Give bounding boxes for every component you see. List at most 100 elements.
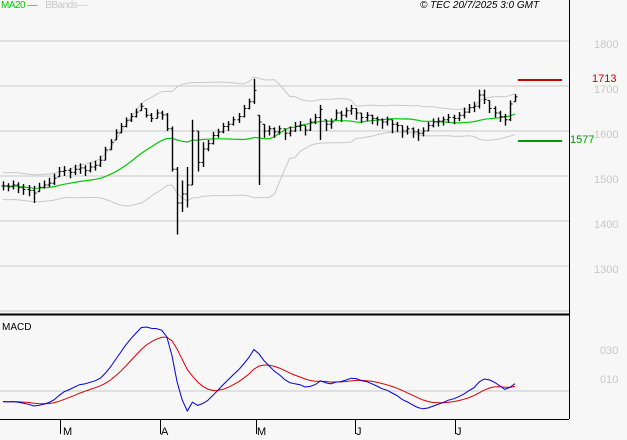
ohlc-bar [498,110,503,122]
ohlc-bar [503,113,508,126]
ohlc-bar [467,104,472,113]
ohlc-bar [385,116,390,126]
ohlc-bar [339,110,344,122]
ohlc-bar [334,109,339,121]
ohlc-bar [472,101,477,113]
ohlc-bar [318,104,323,140]
ohlc-bar [272,127,277,138]
ohlc-bar [57,167,62,178]
ohlc-bar [124,117,129,128]
ohlc-bar [441,116,446,126]
macd-tick-030: 030 [600,345,619,357]
ohlc-bar [211,131,216,145]
ohlc-bar [446,113,451,123]
ohlc-bar [487,99,492,113]
ohlc-bar [508,100,513,122]
ohlc-bar [6,183,11,192]
ohlc-bar [354,108,359,120]
bband-upper [2,76,516,176]
ohlc-bar [175,167,180,235]
month-label-j2: J [456,426,462,438]
ohlc-bar [139,103,144,112]
ohlc-bar [375,116,380,126]
ohlc-bar [185,167,190,208]
ohlc-bar [380,118,385,129]
ohlc-bar [98,155,103,167]
ohlc-bar [298,121,303,131]
macd-line [2,326,516,413]
copyright: © TEC 20/7/2025 3:0 GMT [420,0,540,11]
ohlc-bar [144,108,149,118]
legend-bbands: BBands [45,0,78,11]
ohlc-bar [452,114,457,125]
month-label-j1: J [356,426,362,438]
ohlc-bar [365,112,370,122]
ohlc-bar [313,113,318,125]
ohlc-bar [216,128,221,138]
ohlc-bar [206,140,211,152]
ohlc-bar [477,89,482,109]
ohlc-bar [78,163,83,174]
ohlc-bar [155,109,160,119]
ohlc-bar [405,125,410,135]
ohlc-bar [47,177,52,187]
month-label-m2: M [257,426,267,438]
ohlc-bar [421,127,426,137]
ohlc-bar [267,125,272,136]
month-label-a: A [161,426,169,438]
ohlc-bar [37,182,42,193]
ohlc-bar [231,116,236,126]
ohlc-bar [114,129,119,141]
ohlc-bar [180,180,185,212]
ohlc-bar [426,122,431,132]
ohlc-bar [27,185,32,197]
ohlc-bar [73,164,78,176]
legend: MA20 — BBands— [1,0,87,11]
ohlc-bar [21,184,26,195]
ohlc-bar [170,126,175,172]
ohlc-bar [303,125,308,136]
ohlc-bar [344,107,349,118]
ohlc-bar [42,180,47,189]
resistance-label: 1713 [592,73,617,85]
y-tick-1600: 1600 [594,129,619,141]
ohlc-bar [431,118,436,128]
ohlc-bar [400,125,405,138]
ohlc-bar [103,146,108,161]
ohlc-bar [411,127,416,138]
ohlc-bar [16,182,21,194]
legend-ma20: MA20 [1,0,26,11]
macd-title: MACD [2,322,32,333]
ma20-swatch: — [25,0,37,11]
ohlc-bar [149,113,154,122]
month-label-m1: M [63,426,73,438]
ohlc-bar [165,113,170,131]
ohlc-bar [109,139,114,151]
ohlc-bar [11,180,16,190]
y-tick-1300: 1300 [594,264,619,276]
macd-tick-010: 010 [600,374,619,386]
ohlc-bar [283,128,288,140]
ohlc-bar [277,125,282,135]
y-tick-1500: 1500 [594,174,619,186]
ohlc-bar [52,173,57,185]
ohlc-bar [201,142,206,167]
ohlc-bar [129,113,134,122]
ohlc-bar [226,121,231,131]
ohlc-bar [324,119,329,131]
ohlc-bar [68,167,73,179]
ohlc-bar [462,107,467,119]
ohlc-bar [329,118,334,129]
y-tick-1800: 1800 [594,39,619,51]
ohlc-bar [83,165,88,176]
support-label: 1577 [570,134,595,146]
ohlc-bar [493,106,498,118]
y-tick-1700: 1700 [594,84,619,96]
ohlc-bar [237,113,242,123]
ohlc-bar [416,128,421,141]
ohlc-bar [1,181,6,191]
ohlc-bar [93,160,98,171]
ohlc-bar [457,112,462,122]
ohlc-bar [242,104,247,118]
ohlc-bar [247,98,252,110]
